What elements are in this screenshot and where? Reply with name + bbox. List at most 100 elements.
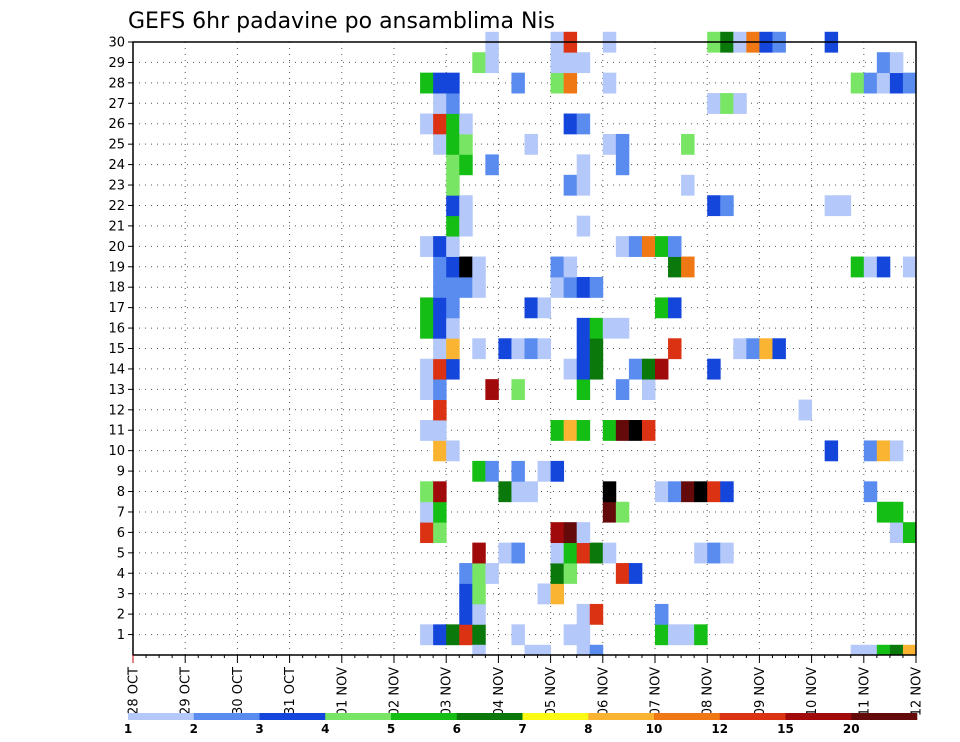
colorbar-label: 1 [124,722,132,736]
y-tick-label: 2 [117,608,125,623]
heatmap-cells [420,31,917,656]
heatmap-cell [615,317,630,339]
heatmap-cell [511,542,525,564]
heatmap-cell [433,399,447,421]
heatmap-cell [563,276,578,298]
heatmap-cell [655,297,669,319]
heatmap-cell [420,420,434,441]
x-tick-label: 04 NOV [492,667,507,716]
colorbar-label: 20 [843,722,860,736]
heatmap-cell [628,563,643,584]
y-tick-label: 22 [108,199,125,214]
heatmap-cell [615,133,630,155]
heatmap-cell [589,276,604,298]
heatmap-cell [681,133,695,155]
colorbar-label: 10 [646,722,663,736]
x-tick-label: 31 OCT [283,667,298,715]
heatmap-cell [589,542,604,564]
heatmap-cell [459,154,473,176]
heatmap-cell [524,338,538,360]
heatmap-cell [576,358,591,380]
colorbar-label: 3 [255,722,263,736]
heatmap-cell [615,154,630,176]
heatmap-cell [472,52,486,74]
heatmap-cell [511,481,525,503]
y-tick-label: 6 [117,526,125,541]
heatmap-cell [433,93,447,114]
heatmap-cell [902,72,917,94]
colorbar-swatch [654,713,721,720]
y-tick-label: 9 [117,465,125,480]
heatmap-cell [433,624,447,646]
x-tick-label: 08 NOV [701,667,716,716]
heatmap-cell [876,52,891,74]
x-axis-ticks: 28 OCT 29 OCT 30 OCT 31 OCT 01 NOV 02 NOV 03 N… [127,655,925,716]
heatmap-cell [459,195,473,217]
heatmap-cell [641,379,656,400]
heatmap-cell [485,52,499,74]
heatmap-cell [420,113,434,135]
colorbar-label: 7 [518,722,526,736]
heatmap-cell [511,379,525,400]
heatmap-cell [446,72,460,94]
x-tick-label: 09 NOV [753,667,768,716]
heatmap-cell [641,420,656,441]
heatmap-cell [576,317,591,339]
heatmap-cell [433,72,447,94]
heatmap-cell [446,256,460,278]
heatmap-cell [889,440,904,462]
heatmap-cell [446,276,460,298]
heatmap-cell [902,644,917,656]
heatmap-cell [876,72,891,94]
heatmap-cell [681,256,695,278]
y-tick-label: 29 [108,56,125,71]
heatmap-cell [511,624,525,646]
heatmap-cell [850,644,865,656]
heatmap-cell [459,215,473,237]
y-tick-label: 24 [108,158,125,173]
heatmap-cell [720,481,734,503]
heatmap-cell [655,236,669,257]
heatmap-cell [576,154,591,176]
heatmap-cell [537,644,551,656]
heatmap-cell [563,624,578,646]
heatmap-cell [550,256,565,278]
colorbar-label: 5 [387,722,395,736]
heatmap-cell [550,276,565,298]
heatmap-cell [459,583,473,605]
heatmap-cell [668,256,682,278]
heatmap-cell [589,358,604,380]
heatmap-cell [681,624,695,646]
heatmap-cell [524,481,538,503]
heatmap-cell [628,358,643,380]
heatmap-cell [837,195,852,217]
heatmap-cell [720,195,734,217]
heatmap-cell [694,624,708,646]
heatmap-cell [694,481,708,503]
heatmap-cell [524,297,538,319]
heatmap-cell [433,338,447,360]
x-tick-label: 29 OCT [179,667,194,715]
heatmap-cell [746,338,760,360]
heatmap-cell [576,379,591,400]
heatmap-cell [433,133,447,155]
heatmap-cell [576,542,591,564]
heatmap-cell [511,460,525,482]
heatmap-cell [707,195,721,217]
heatmap-cell [420,358,434,380]
heatmap-cell [420,72,434,94]
heatmap-cell [472,563,486,584]
colorbar: 1 2 3 4 5 6 7 8 10 12 15 20 [124,713,918,736]
heatmap-cell [681,174,695,196]
heatmap-cell [681,481,695,503]
heatmap-cell [576,624,591,646]
y-tick-label: 19 [108,260,125,275]
y-tick-label: 21 [108,219,125,234]
heatmap-cell [498,542,512,564]
x-tick-label: 03 NOV [440,667,455,716]
heatmap-cell [420,317,434,339]
x-tick-label: 01 NOV [335,667,350,716]
heatmap-cell [459,624,473,646]
x-tick-label: 05 NOV [544,667,559,716]
colorbar-label: 2 [190,722,198,736]
